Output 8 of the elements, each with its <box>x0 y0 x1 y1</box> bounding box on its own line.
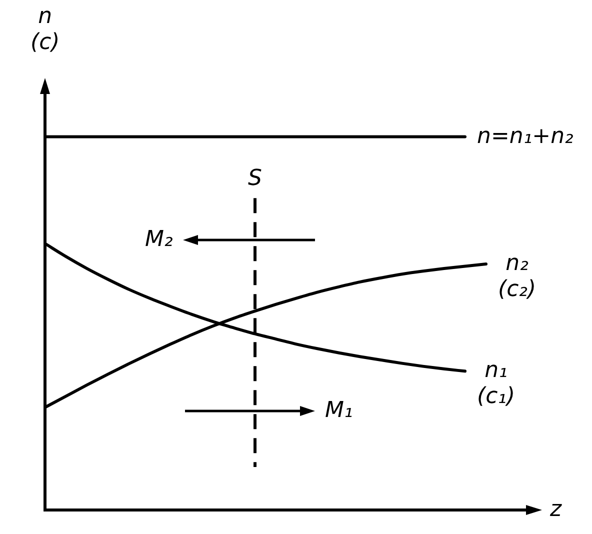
annotation: M₁ <box>325 398 353 424</box>
y-axis-title: n (c) <box>30 4 60 56</box>
series-label: n₁ (c₁) <box>477 358 516 410</box>
x-axis-title: z <box>550 497 562 523</box>
annotation: M₂ <box>145 226 173 253</box>
series-label: n=n₁+n₂ <box>477 124 574 150</box>
series-label: n₂ (c₂) <box>498 251 536 304</box>
annotation: S <box>248 166 262 192</box>
